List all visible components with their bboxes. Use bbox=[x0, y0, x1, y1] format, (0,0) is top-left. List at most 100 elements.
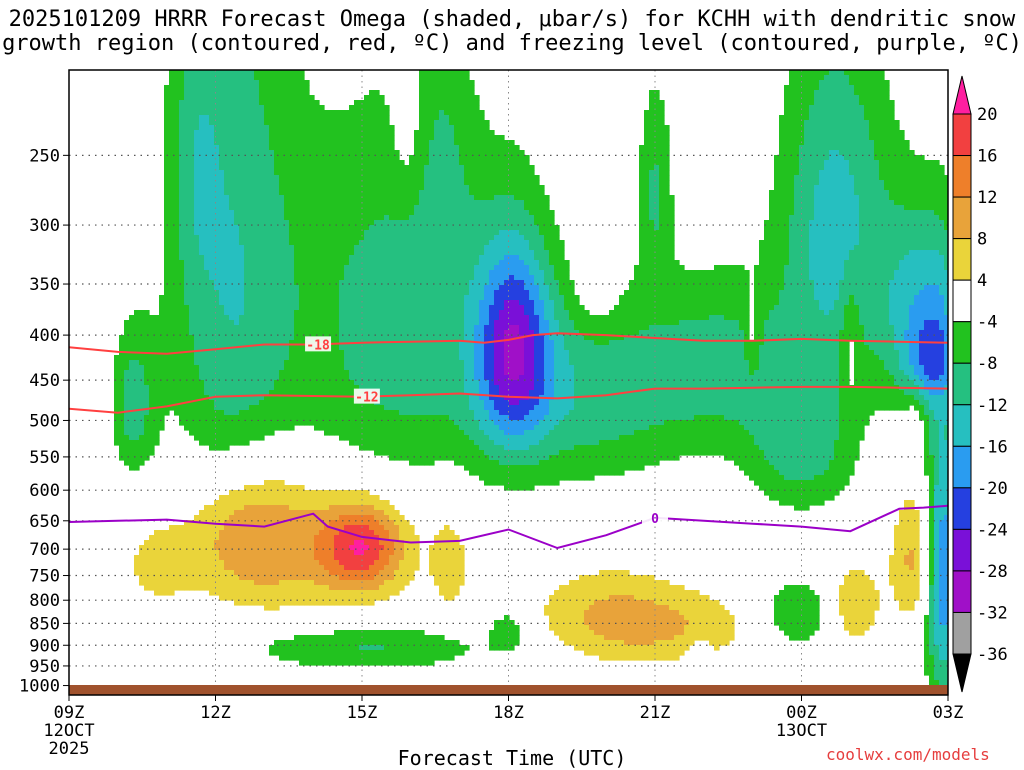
omega-cell bbox=[264, 85, 270, 91]
omega-cell bbox=[394, 550, 400, 556]
omega-cell bbox=[229, 395, 235, 401]
omega-cell bbox=[294, 335, 300, 341]
omega-cell bbox=[214, 250, 220, 256]
omega-cell bbox=[234, 240, 240, 246]
omega-cell bbox=[189, 520, 195, 526]
omega-cell bbox=[169, 275, 175, 281]
omega-cell bbox=[194, 375, 200, 381]
omega-cell bbox=[239, 305, 245, 311]
omega-cell bbox=[339, 140, 345, 146]
omega-cell bbox=[244, 330, 250, 336]
omega-cell bbox=[339, 175, 345, 181]
omega-cell bbox=[149, 365, 155, 371]
omega-cell bbox=[409, 215, 415, 221]
omega-cell bbox=[214, 110, 220, 116]
omega-cell bbox=[294, 490, 300, 496]
omega-cell bbox=[244, 200, 250, 206]
omega-cell bbox=[389, 520, 395, 526]
omega-cell bbox=[349, 500, 355, 506]
omega-cell bbox=[329, 160, 335, 166]
omega-cell bbox=[364, 185, 370, 191]
omega-cell bbox=[234, 535, 240, 541]
omega-cell bbox=[259, 275, 265, 281]
omega-cell bbox=[199, 235, 205, 241]
omega-cell bbox=[409, 225, 415, 231]
omega-cell bbox=[304, 175, 310, 181]
omega-cell bbox=[204, 110, 210, 116]
omega-cell bbox=[194, 385, 200, 391]
omega-cell bbox=[404, 325, 410, 331]
omega-cell bbox=[329, 265, 335, 271]
omega-cell bbox=[349, 295, 355, 301]
omega-cell bbox=[384, 190, 390, 196]
omega-cell bbox=[249, 560, 255, 566]
omega-cell bbox=[234, 370, 240, 376]
omega-cell bbox=[309, 525, 315, 531]
omega-cell bbox=[389, 410, 395, 416]
omega-cell bbox=[234, 360, 240, 366]
omega-cell bbox=[244, 270, 250, 276]
omega-cell bbox=[239, 580, 245, 586]
omega-cell bbox=[244, 115, 250, 121]
omega-cell bbox=[224, 290, 230, 296]
omega-cell bbox=[224, 110, 230, 116]
omega-cell bbox=[209, 540, 215, 546]
omega-cell bbox=[199, 215, 205, 221]
omega-cell bbox=[399, 560, 405, 566]
omega-cell bbox=[314, 380, 320, 386]
omega-cell bbox=[399, 205, 405, 211]
omega-cell bbox=[224, 170, 230, 176]
omega-cell bbox=[374, 355, 380, 361]
omega-cell bbox=[189, 105, 195, 111]
omega-cell bbox=[354, 565, 360, 571]
omega-cell bbox=[364, 435, 370, 441]
omega-cell bbox=[399, 325, 405, 331]
omega-cell bbox=[204, 585, 210, 591]
omega-cell bbox=[254, 325, 260, 331]
omega-cell bbox=[359, 380, 365, 386]
omega-cell bbox=[164, 225, 170, 231]
omega-cell bbox=[279, 405, 285, 411]
omega-cell bbox=[304, 560, 310, 566]
omega-cell bbox=[129, 325, 135, 331]
omega-cell bbox=[394, 235, 400, 241]
omega-cell bbox=[369, 255, 375, 261]
omega-cell bbox=[254, 190, 260, 196]
omega-cell bbox=[144, 560, 150, 566]
omega-cell bbox=[374, 550, 380, 556]
omega-cell bbox=[284, 320, 290, 326]
omega-cell bbox=[229, 80, 235, 86]
omega-cell bbox=[369, 90, 375, 96]
omega-cell bbox=[124, 460, 130, 466]
omega-cell bbox=[404, 190, 410, 196]
omega-cell bbox=[269, 370, 275, 376]
omega-cell bbox=[144, 320, 150, 326]
omega-cell bbox=[249, 510, 255, 516]
omega-cell bbox=[189, 70, 195, 76]
omega-cell bbox=[169, 145, 175, 151]
omega-cell bbox=[254, 170, 260, 176]
omega-cell bbox=[379, 375, 385, 381]
omega-cell bbox=[259, 545, 265, 551]
omega-cell bbox=[359, 575, 365, 581]
omega-cell bbox=[289, 230, 295, 236]
omega-cell bbox=[344, 500, 350, 506]
omega-cell bbox=[164, 555, 170, 561]
omega-cell bbox=[394, 655, 400, 661]
omega-cell bbox=[144, 450, 150, 456]
omega-cell bbox=[149, 335, 155, 341]
omega-cell bbox=[249, 405, 255, 411]
omega-cell bbox=[299, 310, 305, 316]
omega-cell bbox=[384, 290, 390, 296]
omega-cell bbox=[124, 370, 130, 376]
omega-cell bbox=[264, 95, 270, 101]
omega-cell bbox=[349, 370, 355, 376]
omega-cell bbox=[369, 190, 375, 196]
omega-cell bbox=[159, 310, 165, 316]
omega-cell bbox=[269, 510, 275, 516]
omega-cell bbox=[364, 220, 370, 226]
omega-cell bbox=[394, 305, 400, 311]
omega-cell bbox=[339, 425, 345, 431]
omega-cell bbox=[299, 510, 305, 516]
omega-cell bbox=[324, 570, 330, 576]
